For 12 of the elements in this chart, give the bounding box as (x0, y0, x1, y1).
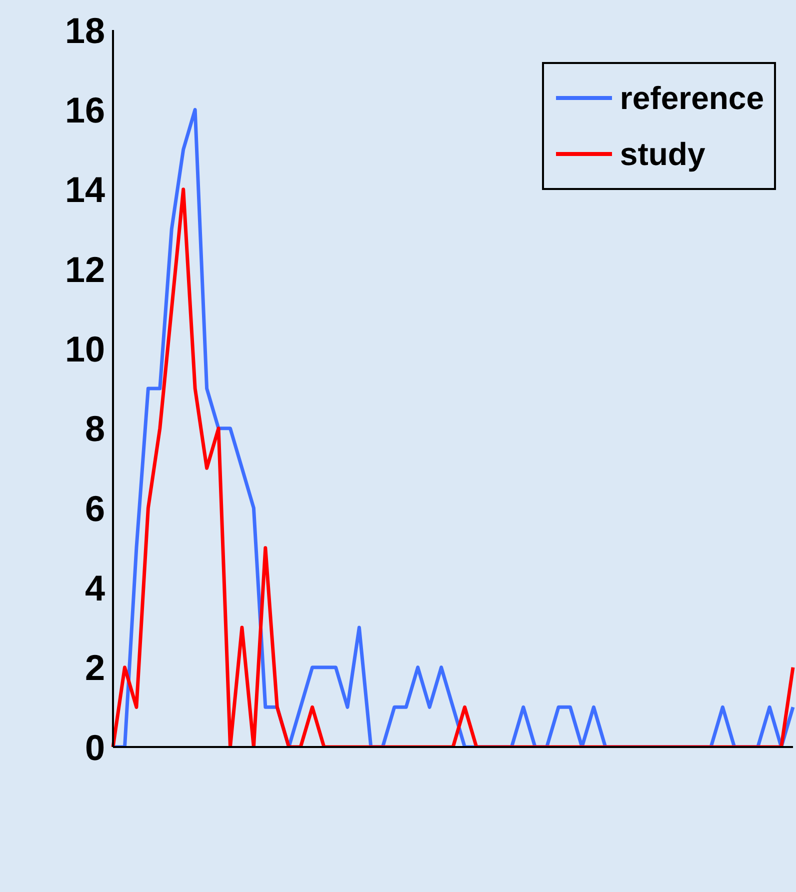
y-tick-label: 8 (84, 408, 105, 450)
y-tick-label: 12 (64, 248, 105, 290)
y-tick-label: 2 (84, 647, 105, 688)
legend-label: study (620, 136, 706, 172)
y-tick-label: 18 (64, 10, 105, 51)
y-tick-label: 0 (84, 726, 105, 768)
y-tick-label: 6 (84, 488, 105, 529)
y-tick-label: 10 (64, 328, 105, 370)
y-tick-label: 4 (84, 567, 105, 608)
y-tick-label: 14 (64, 169, 105, 210)
legend-label: reference (620, 80, 764, 116)
y-tick-label: 16 (64, 89, 105, 130)
